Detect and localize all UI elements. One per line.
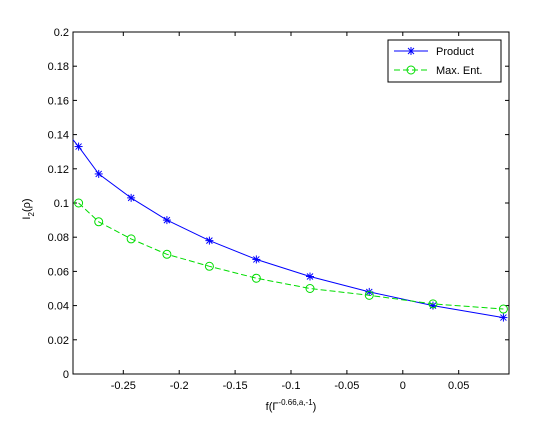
y-tick-label: 0.08 xyxy=(48,232,69,244)
x-axis-title: f(Γ-0.66,a,-1) xyxy=(266,398,317,413)
y-axis-title-tail: (ρ) xyxy=(21,198,33,212)
data-point-asterisk xyxy=(94,169,103,178)
marker-stroke xyxy=(75,143,82,150)
y-tick-label: 0.12 xyxy=(48,164,69,176)
y-tick-label: 0.2 xyxy=(54,27,69,39)
y-tick-label: 0.04 xyxy=(48,301,69,313)
data-point-asterisk xyxy=(306,272,315,281)
y-axis-title-base: I xyxy=(21,216,33,219)
y-tick-label: 0.1 xyxy=(54,198,69,210)
data-point-circle xyxy=(204,261,214,271)
x-tick-label: -0.2 xyxy=(170,380,189,392)
plot-area xyxy=(72,31,510,375)
legend-marker-circle xyxy=(406,65,416,75)
y-tick-label: 0.18 xyxy=(48,61,69,73)
y-tick-label: 0 xyxy=(63,369,69,381)
legend-item-0: Product xyxy=(394,46,474,58)
data-point-asterisk xyxy=(162,216,171,225)
plot-frame xyxy=(72,31,510,375)
data-point-circle xyxy=(74,198,84,208)
y-axis-title-sub: 2 xyxy=(27,211,36,216)
series-1 xyxy=(74,198,508,314)
data-point-circle xyxy=(364,290,374,300)
data-point-asterisk xyxy=(252,255,261,264)
marker-stroke xyxy=(306,273,314,280)
data-point-asterisk xyxy=(499,313,508,322)
axis-ticks: -0.25 -0.2 -0.15 -0.1 -0.05 0 0.05 0 0.02 0.04 0.0… xyxy=(48,27,509,392)
marker-stroke xyxy=(500,314,507,321)
legend: Product Max. Ent. xyxy=(387,39,502,83)
data-point-circle xyxy=(498,304,508,314)
y-tick-label: 0.14 xyxy=(48,130,69,142)
x-tick-label: -0.15 xyxy=(223,380,248,392)
x-axis-title-sup: -0.66,a,-1 xyxy=(278,398,313,407)
marker-stroke xyxy=(365,288,373,296)
data-point-circle xyxy=(126,234,136,244)
data-point-asterisk xyxy=(205,236,214,245)
y-axis-title: I2(ρ) xyxy=(21,198,36,219)
y-tick-label: 0.16 xyxy=(48,95,69,107)
x-tick-label: -0.05 xyxy=(334,380,359,392)
axis-titles: f(Γ-0.66,a,-1) I2(ρ) xyxy=(21,198,316,413)
marker-stroke xyxy=(407,47,415,55)
x-axis-title-base: f(Γ xyxy=(266,401,279,413)
legend-box xyxy=(387,39,502,83)
series-0 xyxy=(72,139,508,322)
data-point-circle xyxy=(305,284,315,293)
series-line xyxy=(78,202,504,310)
data-point-circle xyxy=(94,217,104,227)
marker-stroke xyxy=(127,194,135,202)
data-point-circle xyxy=(251,273,261,283)
x-axis-title-tail: ) xyxy=(313,401,317,413)
marker-stroke xyxy=(252,256,260,263)
x-tick-label: 0 xyxy=(400,380,406,392)
x-tick-label: 0.05 xyxy=(448,380,469,392)
marker-stroke xyxy=(163,216,171,224)
data-point-asterisk xyxy=(127,193,136,202)
data-point-circle xyxy=(162,249,172,259)
y-tick-label: 0.02 xyxy=(48,335,69,347)
data-point-asterisk xyxy=(428,301,437,310)
legend-label: Product xyxy=(436,46,474,58)
legend-item-1: Max. Ent. xyxy=(394,65,482,77)
series-layer xyxy=(72,139,508,322)
marker-stroke xyxy=(206,237,213,244)
data-point-circle xyxy=(428,299,438,309)
x-tick-label: -0.25 xyxy=(111,380,136,392)
data-point-asterisk xyxy=(74,142,83,151)
y-tick-label: 0.06 xyxy=(48,266,69,278)
legend-marker-asterisk xyxy=(407,47,415,55)
legend-label: Max. Ent. xyxy=(436,65,482,77)
x-tick-label: -0.1 xyxy=(282,380,301,392)
marker-stroke xyxy=(95,170,103,178)
